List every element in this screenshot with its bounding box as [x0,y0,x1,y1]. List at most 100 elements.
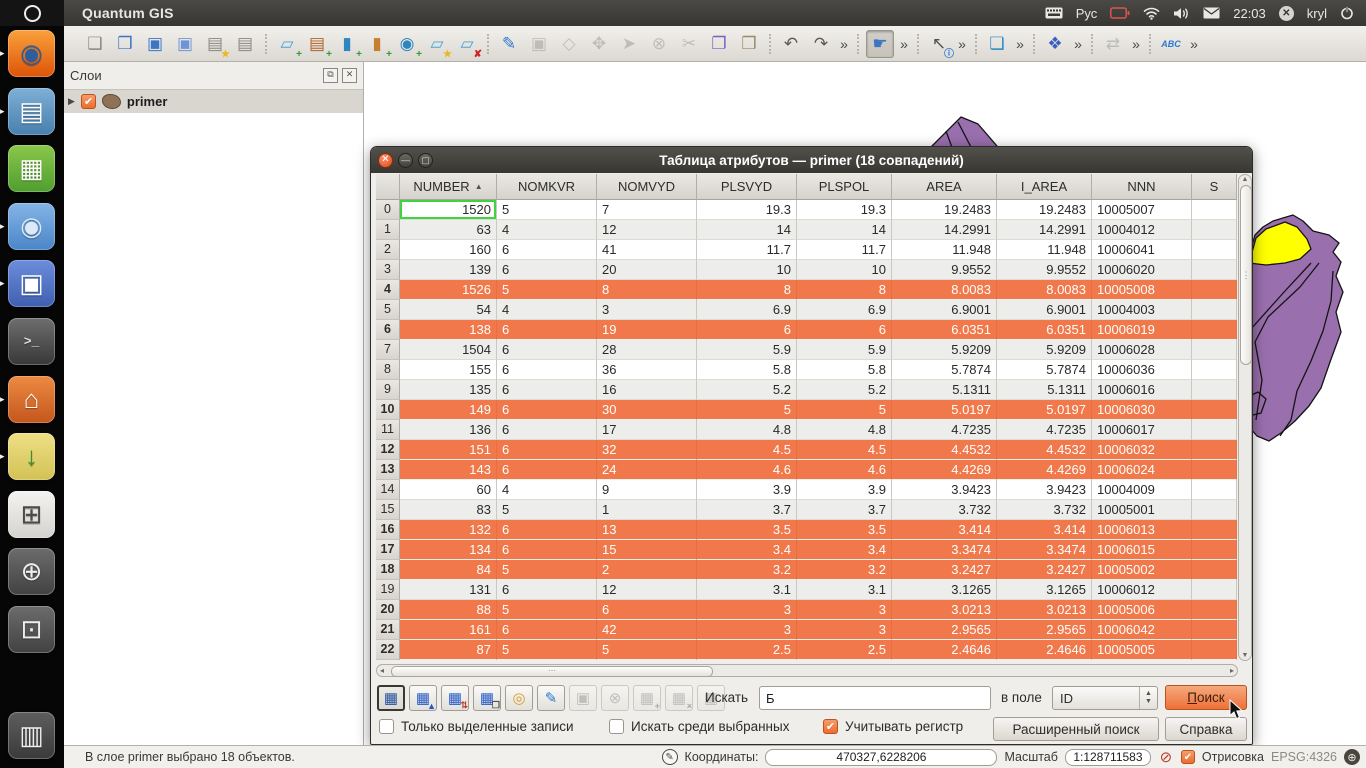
dialog-titlebar[interactable]: ✕ — ▢ Таблица атрибутов — primer (18 сов… [371,147,1252,173]
table-cell[interactable]: 10006030 [1092,400,1192,420]
table-cell[interactable]: 131 [400,580,497,600]
table-cell[interactable]: 1504 [400,340,497,360]
table-cell[interactable]: 4.7235 [997,420,1092,440]
table-cell[interactable]: 5.9209 [997,340,1092,360]
table-cell[interactable] [1192,440,1237,460]
table-cell[interactable]: 8.0083 [892,280,997,300]
table-cell[interactable]: 6.9001 [892,300,997,320]
table-cell[interactable] [1192,540,1237,560]
launcher-item-libreoffice-writer[interactable]: ▤ [8,88,55,135]
crs-globe-icon[interactable]: ⊕ [1344,749,1360,765]
paste-features-icon[interactable]: ❒ [736,31,762,57]
add-raster-layer-icon[interactable]: ▤+ [304,31,330,57]
table-cell[interactable]: 4.8 [797,420,892,440]
table-cell[interactable]: 160 [400,240,497,260]
table-cell[interactable]: 5 [497,280,597,300]
table-cell[interactable]: 5.9209 [892,340,997,360]
table-cell[interactable]: 5.1311 [997,380,1092,400]
table-cell[interactable]: 30 [597,400,697,420]
copy-rows-button[interactable]: ▦❐ [473,685,501,711]
zoom-to-selected-button[interactable]: ◎ [505,685,533,711]
cut-features-icon[interactable]: ✂ [676,31,702,57]
add-vector-layer-icon[interactable]: ▱+ [274,31,300,57]
table-cell[interactable]: 135 [400,380,497,400]
table-cell[interactable]: 3.9423 [997,480,1092,500]
table-cell[interactable]: 3.1265 [892,580,997,600]
table-cell[interactable]: 6.9 [797,300,892,320]
launcher-item-trash[interactable]: ▥ [8,712,55,759]
row-header[interactable]: 0 [376,200,400,220]
table-cell[interactable]: 9 [597,480,697,500]
table-cell[interactable]: 41 [597,240,697,260]
search-input[interactable] [759,686,991,710]
table-cell[interactable] [1192,380,1237,400]
launcher-item-chromium[interactable]: ◉ [8,203,55,250]
row-header[interactable]: 1 [376,220,400,240]
table-cell[interactable]: 8 [597,280,697,300]
window-maximize-icon[interactable]: ▢ [418,153,433,168]
launcher-item-firefox[interactable]: ◉ [8,30,55,77]
keyboard-layout[interactable]: Рус [1076,6,1098,21]
table-cell[interactable]: 14.2991 [892,220,997,240]
table-cell[interactable] [1192,520,1237,540]
mail-icon[interactable] [1203,7,1220,19]
table-cell[interactable]: 3 [597,300,697,320]
delete-features-button[interactable]: ⊗ [601,685,629,711]
table-cell[interactable]: 12 [597,220,697,240]
volume-icon[interactable] [1173,7,1190,20]
add-postgis-layer-icon[interactable]: ▮+ [334,31,360,57]
table-cell[interactable]: 10006020 [1092,260,1192,280]
vertical-scrollbar[interactable]: ▲ ⋮ ▼ [1238,174,1252,661]
table-cell[interactable]: 4.5 [797,440,892,460]
table-cell[interactable]: 3.9423 [892,480,997,500]
column-header-nomvyd[interactable]: NOMVYD [597,174,697,200]
table-cell[interactable]: 3.4 [797,540,892,560]
table-cell[interactable]: 151 [400,440,497,460]
table-cell[interactable]: 5.8 [697,360,797,380]
table-cell[interactable]: 10005005 [1092,640,1192,660]
table-cell[interactable]: 87 [400,640,497,660]
table-cell[interactable]: 10005002 [1092,560,1192,580]
table-cell[interactable] [1192,420,1237,440]
overflow-chevron[interactable]: » [1129,36,1143,52]
table-cell[interactable]: 3.4 [697,540,797,560]
clock[interactable]: 22:03 [1233,6,1266,21]
table-cell[interactable]: 4.6 [697,460,797,480]
wifi-icon[interactable] [1143,7,1160,20]
save-edits-icon[interactable]: ▣ [526,31,552,57]
table-cell[interactable]: 3 [797,620,892,640]
redo-icon[interactable]: ↷ [808,31,834,57]
table-cell[interactable]: 3 [697,600,797,620]
move-selected-to-top-button[interactable]: ▦▲ [409,685,437,711]
table-cell[interactable]: 10 [697,260,797,280]
window-minimize-icon[interactable]: — [398,153,413,168]
row-header[interactable]: 9 [376,380,400,400]
row-header[interactable]: 10 [376,400,400,420]
table-cell[interactable]: 6 [497,240,597,260]
table-cell[interactable]: 10006032 [1092,440,1192,460]
copy-features-icon[interactable]: ❐ [706,31,732,57]
help-button[interactable]: Справка [1165,717,1247,741]
table-cell[interactable]: 5.0197 [997,400,1092,420]
add-wms-layer-icon[interactable]: ◉+ [394,31,420,57]
table-cell[interactable]: 6 [797,320,892,340]
add-spatialite-layer-icon[interactable]: ▮+ [364,31,390,57]
table-cell[interactable]: 10004012 [1092,220,1192,240]
render-checkbox[interactable]: ✔ [1181,750,1195,764]
table-cell[interactable]: 10006036 [1092,360,1192,380]
table-cell[interactable]: 6 [497,320,597,340]
window-close-icon[interactable]: ✕ [378,153,393,168]
table-cell[interactable]: 4.5 [697,440,797,460]
table-cell[interactable]: 83 [400,500,497,520]
battery-icon[interactable] [1110,7,1130,19]
table-cell[interactable]: 14 [797,220,892,240]
table-cell[interactable]: 149 [400,400,497,420]
toggle-editing-button[interactable]: ✎ [537,685,565,711]
table-cell[interactable]: 9.9552 [892,260,997,280]
table-cell[interactable]: 28 [597,340,697,360]
search-within-selected-checkbox[interactable] [609,719,624,734]
overflow-chevron[interactable]: » [1071,36,1085,52]
username[interactable]: kryl [1307,6,1327,21]
table-cell[interactable]: 5 [497,640,597,660]
table-cell[interactable]: 4 [497,300,597,320]
